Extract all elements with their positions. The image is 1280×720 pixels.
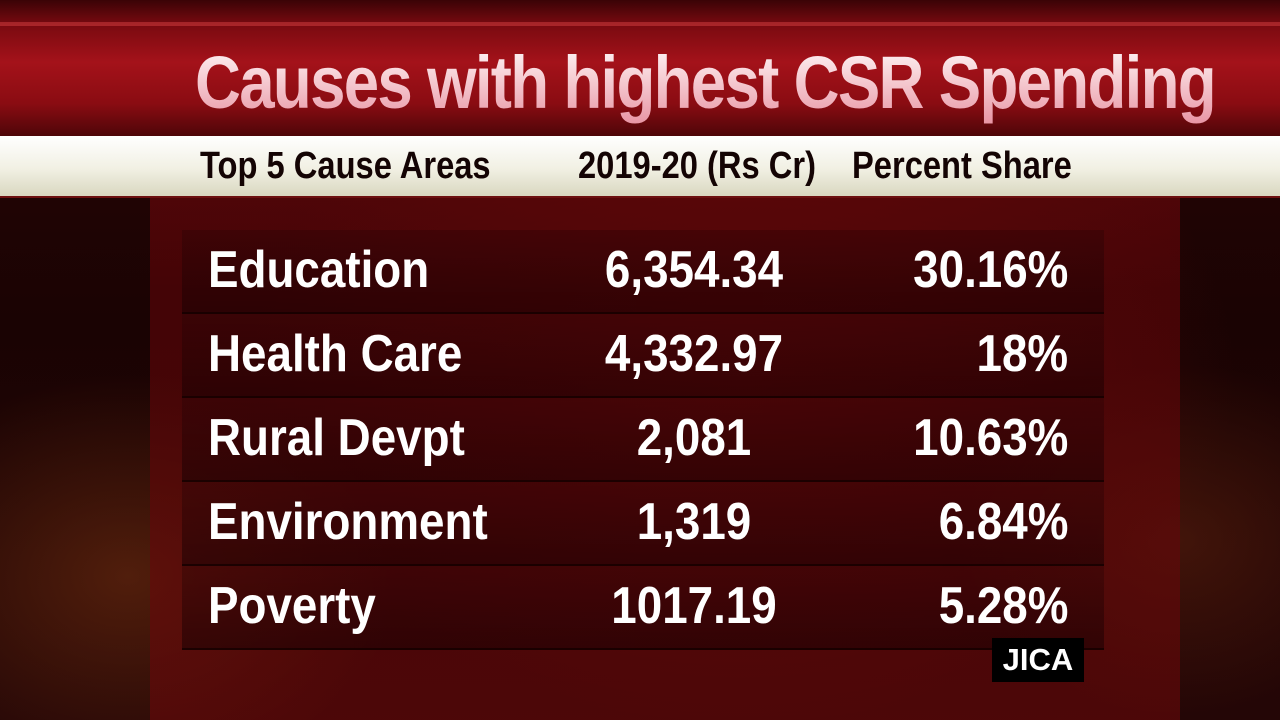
amount-cell: 4,332.97 [604, 325, 784, 383]
table-header: Top 5 Cause Areas 2019-20 (Rs Cr) Percen… [0, 136, 1280, 198]
cause-area-cell: Rural Devpt [208, 409, 465, 467]
table-row: Rural Devpt 2,081 10.63% [182, 398, 1104, 482]
percent-share-cell: 5.28% [938, 577, 1068, 635]
column-header-cause-area: Top 5 Cause Areas [200, 145, 491, 187]
title-band: Causes with highest CSR Spending [0, 0, 1280, 138]
percent-share-cell: 18% [976, 325, 1068, 383]
table-row: Environment 1,319 6.84% [182, 482, 1104, 566]
chart-title: Causes with highest CSR Spending [195, 38, 1217, 128]
amount-cell: 6,354.34 [604, 241, 784, 299]
column-header-amount: 2019-20 (Rs Cr) [578, 145, 816, 187]
percent-share-cell: 6.84% [938, 493, 1068, 551]
amount-cell: 1,319 [636, 493, 752, 551]
column-header-percent-share: Percent Share [852, 145, 1072, 187]
cause-area-cell: Education [208, 241, 430, 299]
amount-cell: 2,081 [636, 409, 752, 467]
table-row: Health Care 4,332.97 18% [182, 314, 1104, 398]
cause-area-cell: Poverty [208, 577, 376, 635]
cause-area-cell: Health Care [208, 325, 463, 383]
table-row: Education 6,354.34 30.16% [182, 230, 1104, 314]
source-badge: JICA [992, 638, 1084, 682]
percent-share-cell: 30.16% [912, 241, 1068, 299]
cause-area-cell: Environment [208, 493, 488, 551]
data-table: Education 6,354.34 30.16% Health Care 4,… [182, 230, 1104, 650]
table-row: Poverty 1017.19 5.28% [182, 566, 1104, 650]
percent-share-cell: 10.63% [912, 409, 1068, 467]
amount-cell: 1017.19 [611, 577, 777, 635]
